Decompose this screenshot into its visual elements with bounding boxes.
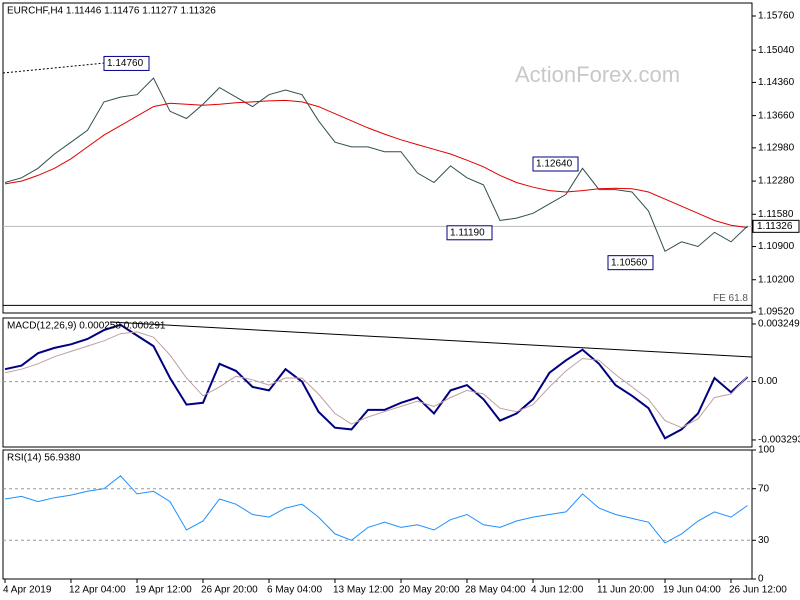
x-tick-label: 4 Apr 2019: [3, 585, 52, 596]
panel-title: EURCHF,H4 1.11446 1.11476 1.11277 1.1132…: [7, 6, 216, 17]
x-tick-label: 4 Jun 12:00: [531, 585, 584, 596]
y-tick-label: 1.09520: [758, 307, 795, 318]
x-tick-label: 6 May 04:00: [267, 585, 322, 596]
price-label-box: [532, 156, 579, 172]
price-label: 1.10560: [611, 257, 648, 268]
y-tick-label: 30: [758, 535, 770, 546]
x-tick-label: 11 Jun 20:00: [597, 585, 655, 596]
last-price-label: 1.11326: [757, 221, 793, 232]
y-tick-label: 0.00: [758, 376, 778, 387]
series-line: [4, 77, 748, 253]
panel-frame: [2, 449, 753, 580]
y-tick-label: 100: [758, 445, 775, 456]
panel-title: MACD(12,26,9) 0.000258 0.000291: [7, 321, 166, 332]
y-tick-label: 0.003249: [758, 319, 800, 330]
y-tick-label: 1.15040: [758, 45, 795, 56]
price-label: 1.12640: [536, 159, 573, 170]
y-tick-label: 1.12980: [758, 143, 795, 154]
x-tick-label: 28 May 04:00: [465, 585, 526, 596]
y-tick-label: 1.11580: [758, 209, 794, 220]
y-tick-label: 1.10900: [758, 241, 795, 252]
x-tick-label: 26 Jun 12:00: [729, 585, 787, 596]
y-tick-label: 0: [758, 574, 764, 585]
y-tick-label: 1.12280: [758, 176, 795, 187]
series-line: [4, 323, 749, 440]
price-label: 1.11190: [450, 227, 485, 238]
y-tick-label: 1.13660: [758, 110, 795, 121]
y-tick-label: -0.003293: [758, 435, 800, 446]
x-tick-label: 19 Apr 12:00: [135, 585, 192, 596]
series-line: [4, 99, 748, 229]
price-label-box: [446, 225, 493, 241]
price-label: 1.14760: [107, 58, 144, 69]
watermark: ActionForex.com: [515, 62, 680, 87]
price-label-box: [103, 55, 150, 71]
y-tick-label: 70: [758, 483, 770, 494]
fe-label: FE 61.8: [713, 293, 748, 304]
series-line: [4, 475, 748, 544]
x-tick-label: 12 Apr 04:00: [69, 585, 126, 596]
series-line: [4, 331, 748, 429]
last-price-box: [752, 219, 800, 233]
panel-title: RSI(14) 56.9380: [7, 453, 81, 464]
x-tick-label: 26 Apr 20:00: [201, 585, 258, 596]
x-tick-label: 13 May 12:00: [333, 585, 394, 596]
y-tick-label: 1.15760: [758, 11, 795, 22]
y-tick-label: 1.14360: [758, 77, 795, 88]
x-tick-label: 20 May 20:00: [399, 585, 460, 596]
x-tick-label: 19 Jun 04:00: [663, 585, 721, 596]
macd-trend-line: [109, 321, 753, 358]
panel-frame: [2, 2, 753, 314]
price-label-box: [607, 255, 654, 271]
y-tick-label: 1.10200: [758, 274, 795, 285]
trend-line: [2, 62, 106, 74]
panel-frame: [2, 317, 753, 448]
